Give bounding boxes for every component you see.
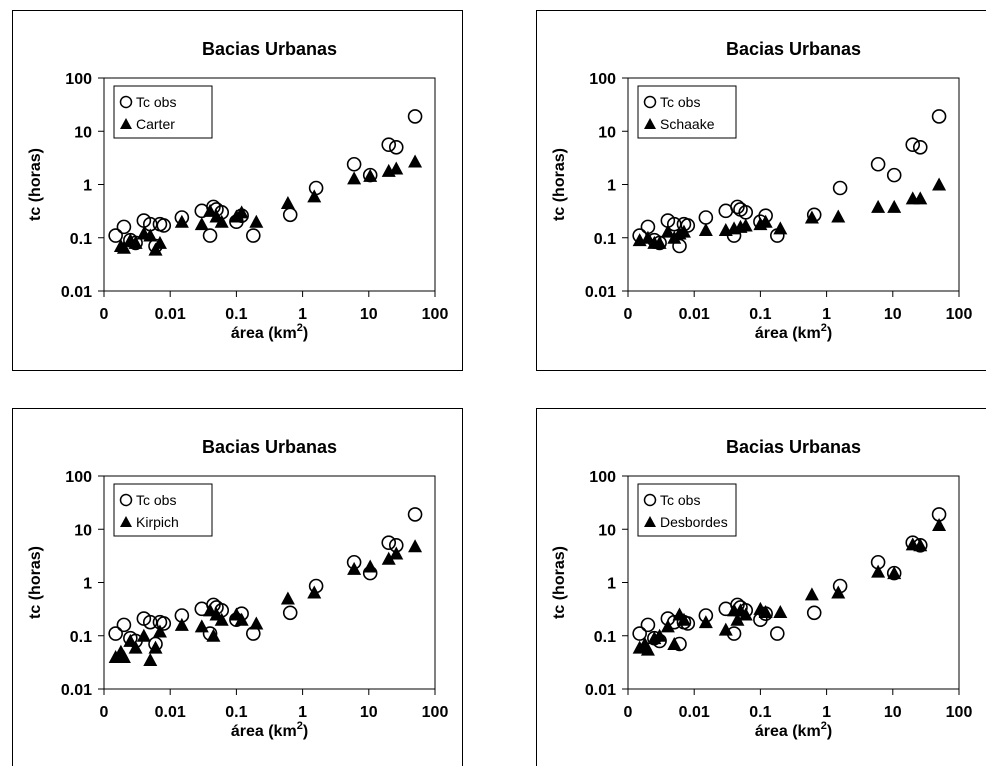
x-tick-label: 0 — [100, 306, 109, 323]
x-tick-label: 10 — [360, 704, 378, 721]
y-tick-label: 100 — [65, 71, 92, 88]
x-axis-label-close: ) — [303, 325, 308, 342]
x-tick-label: 10 — [360, 306, 378, 323]
y-tick-label: 0.01 — [585, 284, 616, 301]
y-tick-label: 10 — [74, 522, 92, 539]
chart-panel-carter: Bacias Urbanas 100 10 1 0.1 0.01 0 0.01 0.1 1 10 10… — [13, 11, 463, 371]
x-axis-label: área (km2) — [231, 322, 308, 342]
y-tick-label: 10 — [74, 124, 92, 141]
x-tick-label: 0.1 — [225, 704, 247, 721]
x-tick-label: 100 — [422, 306, 449, 323]
y-tick-label: 1 — [607, 576, 616, 593]
x-tick-label: 0.01 — [155, 704, 186, 721]
x-tick-label: 0.1 — [749, 306, 771, 323]
legend-label: Tc obs — [660, 492, 700, 508]
y-tick-label: 10 — [598, 522, 616, 539]
y-tick-label: 1 — [83, 178, 92, 195]
y-tick-label: 0.01 — [61, 682, 92, 699]
x-tick-label: 100 — [946, 306, 973, 323]
chart-panel-schaake: Bacias Urbanas 100 10 1 0.1 0.01 0 0.01 0.1 1 10 10… — [537, 11, 986, 371]
x-tick-label: 0.1 — [225, 306, 247, 323]
y-tick-label: 0.01 — [61, 284, 92, 301]
x-tick-label: 1 — [822, 306, 831, 323]
x-tick-label: 0 — [624, 306, 633, 323]
chart-panel-desbordes: Bacias Urbanas 100 10 1 0.1 0.01 0 0.01 0.1 1 10 10… — [537, 409, 986, 767]
x-axis-label-close: ) — [303, 723, 308, 740]
x-tick-label: 0.1 — [749, 704, 771, 721]
y-tick-label: 100 — [65, 469, 92, 486]
x-tick-label: 10 — [884, 306, 902, 323]
legend-label: Desbordes — [660, 514, 728, 530]
x-axis-label-text: área (km — [231, 723, 297, 740]
y-tick-label: 0.1 — [594, 231, 616, 248]
x-tick-label: 1 — [298, 306, 307, 323]
y-tick-label: 0.1 — [70, 231, 92, 248]
legend-label: Tc obs — [136, 492, 176, 508]
x-tick-label: 0.01 — [155, 306, 186, 323]
x-tick-label: 100 — [946, 704, 973, 721]
legend-label: Tc obs — [136, 94, 176, 110]
x-axis-label-text: área (km — [231, 325, 297, 342]
y-tick-label: 100 — [589, 71, 616, 88]
x-axis-label: área (km2) — [231, 720, 308, 740]
y-tick-label: 1 — [83, 576, 92, 593]
x-axis-label-close: ) — [827, 723, 832, 740]
x-tick-label: 0 — [624, 704, 633, 721]
x-axis-label-close: ) — [827, 325, 832, 342]
x-tick-label: 0 — [100, 704, 109, 721]
y-tick-label: 0.1 — [594, 629, 616, 646]
x-axis-label: área (km2) — [755, 720, 832, 740]
chart-title: Bacias Urbanas — [726, 39, 861, 59]
y-tick-label: 0.01 — [585, 682, 616, 699]
y-tick-label: 10 — [598, 124, 616, 141]
chart-title: Bacias Urbanas — [202, 39, 337, 59]
x-axis-label-text: área (km — [755, 325, 821, 342]
x-tick-label: 100 — [422, 704, 449, 721]
chart-panel-kirpich: Bacias Urbanas 100 10 1 0.1 0.01 0 0.01 0.1 1 10 10… — [13, 409, 463, 767]
x-tick-label: 0.01 — [679, 704, 710, 721]
x-axis-label-text: área (km — [755, 723, 821, 740]
chart-title: Bacias Urbanas — [726, 437, 861, 457]
y-tick-label: 1 — [607, 178, 616, 195]
y-axis-label: tc (horas) — [27, 546, 44, 619]
chart-title: Bacias Urbanas — [202, 437, 337, 457]
legend-label: Tc obs — [660, 94, 700, 110]
x-tick-label: 10 — [884, 704, 902, 721]
legend-label: Schaake — [660, 116, 715, 132]
y-tick-label: 100 — [589, 469, 616, 486]
y-axis-label: tc (horas) — [551, 546, 568, 619]
y-axis-label: tc (horas) — [551, 148, 568, 221]
legend-label: Carter — [136, 116, 175, 132]
y-axis-label: tc (horas) — [27, 148, 44, 221]
x-tick-label: 0.01 — [679, 306, 710, 323]
y-tick-label: 0.1 — [70, 629, 92, 646]
legend-label: Kirpich — [136, 514, 179, 530]
x-tick-label: 1 — [298, 704, 307, 721]
x-axis-label: área (km2) — [755, 322, 832, 342]
x-tick-label: 1 — [822, 704, 831, 721]
